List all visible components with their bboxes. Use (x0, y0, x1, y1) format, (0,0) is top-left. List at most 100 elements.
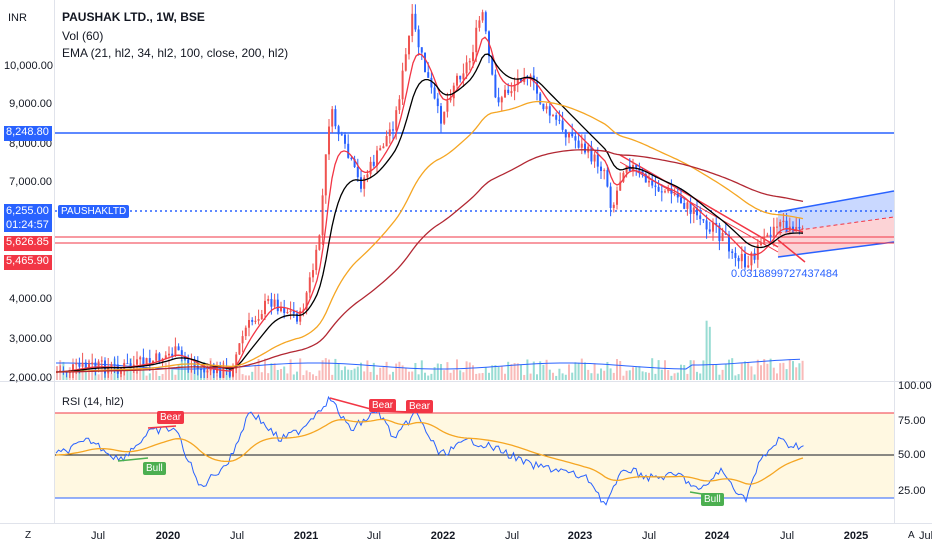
chart-canvas[interactable] (0, 0, 932, 523)
candle-body (494, 74, 497, 98)
volume-bar (328, 359, 330, 380)
channel-mid-line[interactable] (777, 216, 895, 234)
volume-bar (513, 363, 516, 380)
candle-body (254, 320, 257, 322)
volume-bar (670, 375, 673, 380)
volume-bar (388, 374, 391, 380)
channel-top-line[interactable] (777, 190, 895, 213)
candle-body (366, 174, 369, 178)
rsi-legend[interactable]: RSI (14, hl2) (62, 396, 124, 408)
candle-body (267, 299, 270, 301)
candle-body (113, 364, 116, 366)
trendline-descending[interactable] (619, 154, 779, 248)
candle-body (286, 311, 289, 314)
volume-bar (241, 374, 244, 380)
candle-body (174, 346, 177, 357)
candle-body (465, 62, 468, 74)
volume-bar (401, 365, 404, 380)
volume-bar (488, 372, 490, 380)
symbol-title[interactable]: PAUSHAK LTD., 1W, BSE (62, 10, 205, 24)
channel-bottom-line[interactable] (777, 241, 895, 258)
candle-body (408, 35, 410, 55)
candle-body (507, 89, 510, 94)
volume-bar (433, 367, 436, 380)
candle-body (593, 154, 596, 162)
rsi-axis[interactable] (894, 0, 932, 523)
volume-bar (603, 370, 606, 380)
volume-bar (148, 373, 151, 380)
candle-body (123, 363, 126, 369)
candle-body (712, 222, 714, 232)
volume-bar (753, 374, 756, 380)
candle-body (385, 136, 388, 147)
time-tick: 2024 (704, 530, 730, 542)
candle-body (577, 140, 580, 148)
candle-body (315, 249, 318, 271)
volume-bar (699, 373, 702, 380)
candle-body (401, 70, 404, 100)
ema-legend[interactable]: EMA (21, hl2, 34, hl2, 100, close, 200, … (62, 46, 289, 60)
candle-body (478, 20, 481, 28)
volume-bar (145, 375, 148, 380)
candle-body (683, 203, 686, 209)
candle-body (635, 165, 638, 169)
candle-body (491, 56, 494, 75)
volume-bar (110, 373, 113, 380)
volume-bar (708, 326, 711, 380)
candle-body (721, 232, 724, 242)
candle-body (340, 134, 343, 136)
level-b-price-tag[interactable]: 5,465.90 (4, 255, 52, 270)
volume-bar (235, 366, 238, 380)
volume-bar (616, 359, 618, 380)
volume-bar (686, 373, 689, 380)
candle-body (756, 244, 759, 260)
level-a-price-tag[interactable]: 5,626.85 (4, 236, 52, 251)
volume-bar (625, 370, 628, 380)
last-price-tag[interactable]: 6,255.00 01:24:57 (4, 204, 52, 232)
candle-body (171, 353, 174, 357)
volume-bar (481, 373, 484, 380)
volume-legend[interactable]: Vol (60) (62, 29, 104, 43)
volume-bar (408, 371, 410, 380)
candle-body (270, 299, 273, 307)
zoom-corner-button[interactable]: Z (25, 530, 32, 541)
candle-body (657, 186, 660, 192)
hline-price-tag[interactable]: 8,248.80 (4, 126, 52, 141)
volume-bar (801, 360, 804, 380)
auto-scale-button[interactable]: A (908, 530, 915, 541)
volume-bar (404, 367, 407, 380)
volume-bar (417, 374, 420, 380)
candle-body (644, 173, 647, 183)
volume-bar (635, 367, 638, 380)
volume-bar (580, 358, 583, 380)
candle-body (244, 327, 247, 337)
volume-bar (497, 366, 500, 380)
candle-body (600, 166, 602, 171)
candle-body (347, 143, 350, 158)
volume-bar (561, 373, 564, 380)
volume-bar (526, 359, 529, 380)
volume-bar (539, 361, 542, 380)
volume-bar (491, 365, 494, 380)
volume-bar (638, 366, 641, 380)
rsi-ma-line (55, 418, 804, 485)
candle-body (379, 148, 382, 151)
volume-bar (507, 361, 510, 380)
volume-bar (452, 369, 455, 380)
candle-body (312, 270, 314, 278)
volume-bar (97, 374, 100, 380)
candle-body (475, 27, 478, 53)
price-axis[interactable] (0, 0, 55, 523)
trendline-short[interactable] (777, 239, 806, 263)
candle-body (715, 222, 718, 226)
candle-body (769, 234, 772, 237)
time-axis[interactable] (0, 523, 932, 551)
channel-upper-fill[interactable] (778, 191, 894, 233)
volume-bar (251, 371, 254, 380)
pane-separator[interactable] (0, 381, 932, 382)
candle-body (468, 61, 471, 63)
volume-bar (622, 375, 625, 380)
volume-bar (292, 374, 295, 380)
time-tick: Jul (229, 530, 245, 542)
